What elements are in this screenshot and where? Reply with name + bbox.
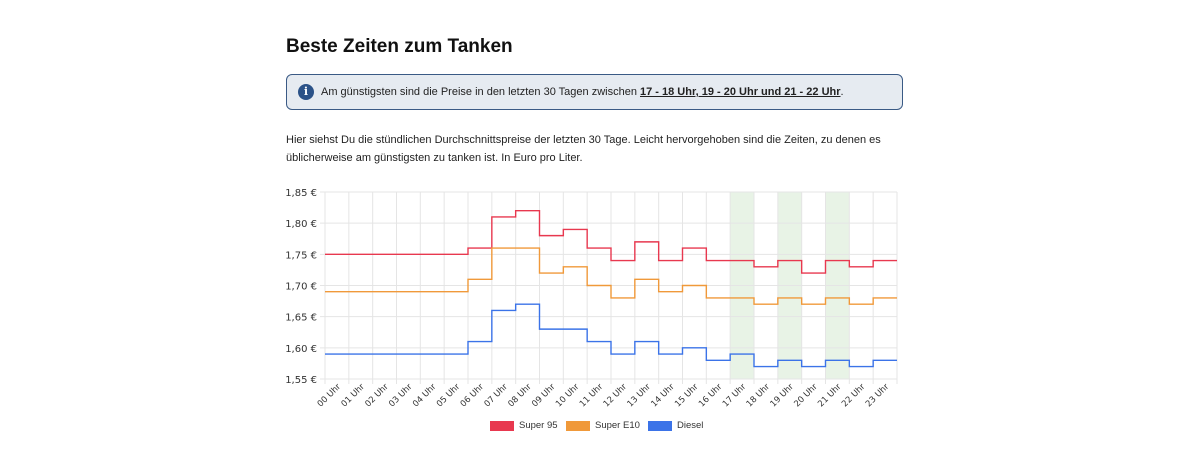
legend-label: Super 95: [519, 420, 558, 431]
x-tick-label: 07 Uhr: [483, 382, 511, 410]
y-tick-label: 1,70 €: [285, 282, 317, 293]
info-icon: i: [298, 84, 314, 100]
x-tick-label: 21 Uhr: [816, 382, 844, 410]
x-tick-label: 10 Uhr: [554, 382, 582, 410]
series-line-super-e10: [325, 247, 897, 305]
x-tick-label: 19 Uhr: [769, 382, 797, 410]
legend-swatch: [490, 420, 514, 431]
x-tick-label: 14 Uhr: [649, 382, 677, 410]
x-tick-label: 09 Uhr: [530, 382, 558, 410]
legend-swatch: [648, 420, 672, 431]
x-tick-label: 03 Uhr: [387, 382, 415, 410]
x-tick-label: 00 Uhr: [316, 382, 344, 410]
x-tick-label: 17 Uhr: [721, 382, 749, 410]
page-title: Beste Zeiten zum Tanken: [286, 36, 513, 57]
x-tick-label: 18 Uhr: [745, 382, 773, 410]
x-tick-label: 02 Uhr: [363, 382, 391, 410]
legend-label: Diesel: [677, 420, 704, 431]
x-tick-label: 23 Uhr: [864, 382, 892, 410]
y-tick-label: 1,75 €: [285, 250, 317, 261]
x-tick-label: 20 Uhr: [792, 382, 820, 410]
y-tick-label: 1,85 €: [285, 188, 317, 199]
description: Hier siehst Du die stündlichen Durchschn…: [286, 134, 881, 164]
x-tick-label: 16 Uhr: [697, 382, 725, 410]
price-chart: 1,85 € 1,80 € 1,75 € 1,70 € 1,65 € 1,60 € 1,55…: [285, 188, 898, 410]
legend-item[interactable]: Super 95: [490, 420, 558, 431]
legend-item[interactable]: Diesel: [648, 420, 703, 431]
info-box: i Am günstigsten sind die Preise in den …: [286, 74, 903, 110]
x-tick-label: 08 Uhr: [506, 382, 534, 410]
info-highlight: 17 - 18 Uhr, 19 - 20 Uhr und 21 - 22 Uhr: [640, 86, 841, 98]
y-tick-label: 1,55 €: [285, 375, 317, 386]
legend-swatch: [566, 420, 590, 431]
x-tick-label: 13 Uhr: [626, 382, 654, 410]
series-line-super-95: [325, 210, 897, 274]
series-line-diesel: [325, 303, 897, 368]
x-tick-label: 04 Uhr: [411, 382, 439, 410]
x-tick-label: 15 Uhr: [673, 382, 701, 410]
legend-label: Super E10: [595, 420, 640, 431]
info-text-before: Am günstigsten sind die Preise in den le…: [321, 86, 640, 98]
x-tick-label: 01 Uhr: [340, 382, 368, 410]
y-tick-label: 1,80 €: [285, 219, 317, 230]
y-tick-label: 1,60 €: [285, 344, 317, 355]
x-tick-label: 11 Uhr: [578, 382, 606, 410]
x-tick-label: 05 Uhr: [435, 382, 463, 410]
info-text-after: .: [840, 86, 844, 98]
chart-legend: Super 95 Super E10 Diesel: [0, 420, 1200, 436]
x-tick-label: 12 Uhr: [602, 382, 630, 410]
x-tick-label: 22 Uhr: [840, 382, 868, 410]
x-tick-label: 06 Uhr: [459, 382, 487, 410]
legend-item[interactable]: Super E10: [566, 420, 640, 431]
info-text: Am günstigsten sind die Preise in den le…: [321, 86, 844, 98]
y-tick-label: 1,65 €: [285, 313, 317, 324]
